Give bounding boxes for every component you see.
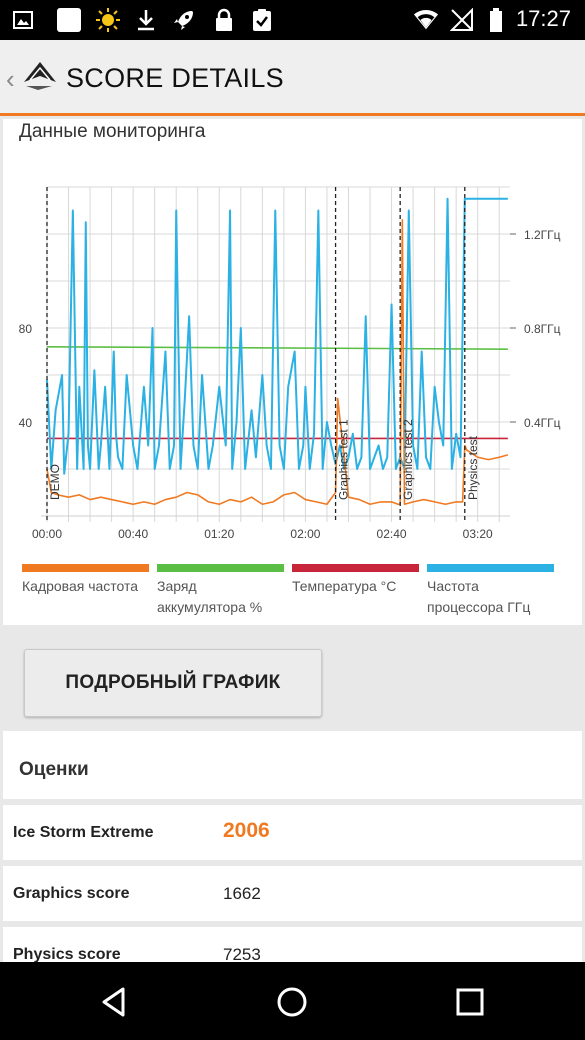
legend-swatch — [292, 564, 419, 572]
monitoring-title: Данные мониторинга — [19, 121, 206, 142]
marker-label: DEMO — [48, 464, 62, 500]
score-row-physics[interactable]: Physics score 7253 — [3, 927, 582, 962]
monitoring-card: Данные мониторинга — [3, 119, 582, 625]
back-nav-icon[interactable] — [94, 982, 134, 1022]
legend-label: Частота процессора ГГц — [427, 578, 531, 615]
score-value: 1662 — [223, 884, 261, 903]
legend-label: Температура °C — [292, 578, 397, 594]
legend-item-temperature: Температура °C — [292, 564, 420, 597]
scores-list: Ice Storm Extreme 2006 Graphics score 16… — [3, 805, 582, 962]
rocket-icon — [171, 7, 197, 33]
clipboard-check-icon — [249, 7, 275, 33]
score-label: Graphics score — [13, 885, 130, 902]
wifi-icon — [413, 7, 439, 33]
home-nav-icon[interactable] — [272, 982, 312, 1022]
legend-item-cpu-frequency: Частота процессора ГГц — [427, 564, 555, 618]
series-line — [46, 197, 508, 475]
legend-swatch — [427, 564, 554, 572]
score-row-graphics[interactable]: Graphics score 1662 — [3, 866, 582, 921]
y-right-tick-label: 1.2ГГц — [524, 228, 561, 242]
marker-label: Graphics test 1 — [337, 419, 351, 500]
legend-item-battery: Заряд аккумулятора % — [157, 564, 285, 618]
scores-title: Оценки — [19, 759, 89, 780]
monitoring-chart: 80 40 1.2ГГц 0.8ГГц 0.4ГГц 00:00 00:40 01:20 02:… — [0, 119, 585, 619]
blank-notification-icon — [56, 7, 82, 33]
y-left-tick-label: 80 — [19, 322, 33, 336]
x-tick-label: 00:40 — [118, 527, 148, 541]
legend-label: Кадровая частота — [22, 578, 139, 594]
page-title: SCORE DETAILS — [66, 63, 284, 93]
score-value: 2006 — [223, 819, 270, 842]
image-icon — [10, 7, 36, 33]
chart-svg: 80 40 1.2ГГц 0.8ГГц 0.4ГГц 00:00 00:40 01:20 02:… — [19, 186, 561, 541]
y-right-tick-label: 0.8ГГц — [524, 322, 561, 336]
x-tick-label: 03:20 — [463, 527, 493, 541]
content-scroll[interactable]: Данные мониторинга 80 40 1.2ГГц 0.8ГГц 0.4ГГ… — [0, 119, 585, 962]
y-right-tick-label: 0.4ГГц — [524, 416, 561, 430]
score-label: Ice Storm Extreme — [13, 824, 154, 841]
download-icon — [133, 7, 159, 33]
back-chevron-icon[interactable]: ‹ — [6, 64, 15, 94]
marker-label: Graphics test 2 — [401, 419, 415, 500]
score-value: 7253 — [223, 945, 261, 962]
score-label: Physics score — [13, 946, 121, 962]
detailed-graph-button[interactable]: ПОДРОБНЫЙ ГРАФИК — [24, 649, 322, 717]
status-bar: 17:27 — [0, 0, 585, 40]
clock: 17:27 — [515, 6, 571, 31]
navigation-bar — [0, 962, 585, 1040]
marker-label: Physics test — [466, 435, 480, 500]
x-tick-label: 02:00 — [290, 527, 320, 541]
app-bar: ‹ SCORE DETAILS — [0, 40, 585, 116]
lock-icon — [211, 7, 237, 33]
y-left-tick-label: 40 — [19, 416, 33, 430]
recents-nav-icon[interactable] — [450, 982, 490, 1022]
battery-icon — [483, 7, 509, 33]
series-line — [46, 219, 509, 506]
legend-item-framerate: Кадровая частота — [22, 564, 150, 597]
app-logo-icon[interactable] — [22, 58, 58, 94]
scores-header-card: Оценки — [3, 731, 582, 799]
legend-label: Заряд аккумулятора % — [157, 578, 263, 615]
legend-swatch — [22, 564, 149, 572]
no-signal-icon — [449, 7, 475, 33]
x-tick-label: 01:20 — [204, 527, 234, 541]
x-tick-label: 00:00 — [32, 527, 62, 541]
legend-swatch — [157, 564, 284, 572]
score-row-ice-storm[interactable]: Ice Storm Extreme 2006 — [3, 805, 582, 860]
sun-icon — [95, 7, 121, 33]
x-tick-label: 02:40 — [377, 527, 407, 541]
